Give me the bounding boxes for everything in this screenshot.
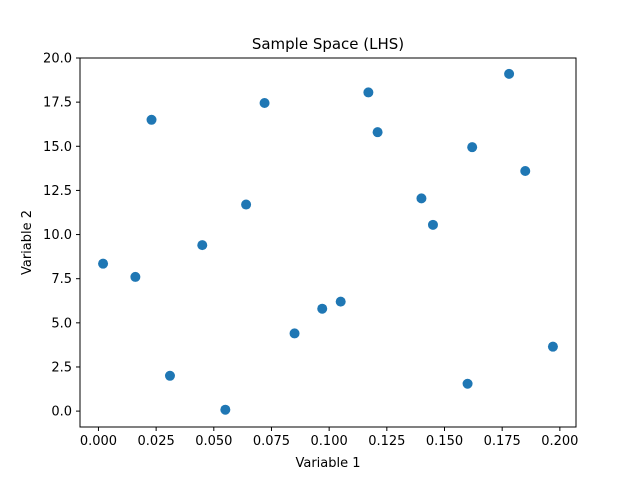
data-point — [462, 378, 473, 389]
data-point — [372, 127, 383, 138]
data-point — [259, 98, 270, 109]
data-point — [289, 328, 300, 339]
axis-ticks: 0.000 0.025 0.050 0.075 0.100 0.125 0.150 0.175… — [43, 52, 578, 450]
data-point — [547, 341, 558, 352]
plot-frame — [79, 57, 577, 428]
x-tick-label: 0.175 — [484, 434, 521, 449]
y-tick-label: 12.5 — [43, 184, 72, 199]
data-point — [363, 87, 374, 98]
data-point — [241, 199, 252, 210]
x-tick-label: 0.200 — [541, 434, 578, 449]
data-point — [520, 165, 531, 176]
data-point — [335, 296, 346, 307]
data-point — [164, 370, 175, 381]
chart-title: Sample Space (LHS) — [252, 35, 404, 53]
x-tick-label: 0.000 — [80, 434, 117, 449]
y-tick-label: 10.0 — [43, 228, 72, 243]
data-point — [467, 142, 478, 153]
data-point — [130, 271, 141, 282]
y-tick-label: 5.0 — [51, 316, 72, 331]
y-tick-label: 15.0 — [43, 140, 72, 155]
x-tick-label: 0.050 — [195, 434, 232, 449]
data-point — [146, 114, 157, 125]
data-point — [504, 68, 515, 79]
x-tick-label: 0.025 — [138, 434, 175, 449]
y-tick-label: 20.0 — [43, 52, 72, 67]
y-tick-label: 0.0 — [51, 405, 72, 420]
data-point — [317, 303, 328, 314]
y-tick-label: 17.5 — [43, 96, 72, 111]
data-point — [427, 219, 438, 230]
data-point — [220, 404, 231, 415]
x-axis-label: Variable 1 — [295, 456, 360, 471]
x-tick-label: 0.075 — [253, 434, 290, 449]
x-tick-label: 0.100 — [311, 434, 348, 449]
data-point — [98, 258, 109, 269]
data-points — [98, 68, 558, 415]
y-tick-label: 7.5 — [51, 272, 72, 287]
y-tick-label: 2.5 — [51, 360, 72, 375]
x-tick-label: 0.150 — [426, 434, 463, 449]
data-point — [197, 240, 208, 251]
y-axis-label: Variable 2 — [20, 210, 35, 275]
data-point — [416, 193, 427, 204]
x-tick-label: 0.125 — [368, 434, 405, 449]
